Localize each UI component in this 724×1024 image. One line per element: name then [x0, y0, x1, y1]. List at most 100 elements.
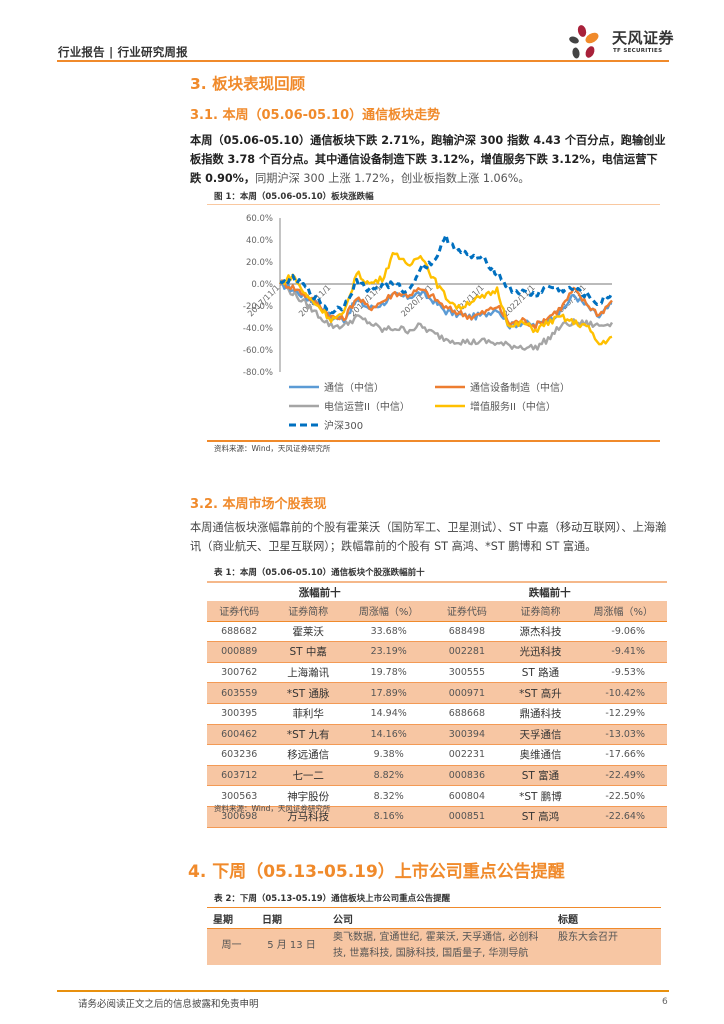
x-tick-label: 2022/11/1	[501, 283, 536, 318]
table-row: 300563 神宇股份 8.32% 600804 *ST 鹏博 -22.50%	[207, 785, 667, 807]
col-name: 证券简称	[501, 601, 580, 622]
table-2-title: 表 2：下周（05.13-05.19）通信板块上市公司重点公告提醒	[214, 894, 451, 904]
legend-label: 电信运营II（中信）	[324, 400, 410, 413]
loser-name-cell: 鼎通科技	[501, 703, 580, 725]
gainer-change-cell: 9.38%	[344, 744, 433, 766]
footer-divider	[57, 990, 669, 992]
gainer-name-cell: *ST 九有	[271, 724, 345, 746]
col-name: 证券简称	[271, 601, 345, 622]
col-weekday: 星期	[207, 907, 256, 929]
gainer-change-cell: 17.89%	[344, 682, 433, 704]
legend-label: 通信设备制造（中信）	[470, 381, 570, 394]
y-tick-label: 40.0%	[246, 236, 273, 246]
table-row: 周一 5 月 13 日 奥飞数据, 宜通世纪, 霍莱沃, 天孚通信, 必创科技,…	[207, 928, 661, 965]
section-3-1-paragraph: 本周（05.06-05.10）通信板块下跌 2.71%，跑输沪深 300 指数 …	[190, 131, 668, 188]
loser-change-cell: -17.66%	[579, 744, 667, 766]
loser-name-cell: *ST 高升	[501, 682, 580, 704]
legend-label: 增值服务II（中信）	[470, 400, 556, 413]
table-1-source: 资料来源：Wind，天风证券研究所	[214, 804, 331, 813]
gainer-code-cell: 300395	[207, 703, 272, 725]
loser-change-cell: -10.42%	[579, 682, 667, 704]
col-title: 标题	[552, 907, 661, 929]
loser-change-cell: -9.41%	[579, 641, 667, 663]
announcement-table: 星期 日期 公司 标题 周一 5 月 13 日 奥飞数据, 宜通世纪, 霍莱沃,…	[207, 907, 661, 965]
y-tick-label: -40.0%	[243, 324, 273, 334]
loser-code-cell: 600804	[432, 785, 502, 807]
sector-performance-line-chart: 60.0% 40.0% 20.0% 0.0% -20.0% -40.0% -60.0% -80…	[243, 214, 614, 432]
loser-name-cell: ST 富通	[501, 765, 580, 787]
gainer-change-cell: 19.78%	[344, 662, 433, 684]
loser-code-cell: 000851	[432, 806, 502, 828]
col-date: 日期	[256, 907, 327, 929]
table-row: 300395 菲利华 14.94% 688668 鼎通科技 -12.29%	[207, 703, 667, 725]
gainer-code-cell: 300698	[207, 806, 272, 828]
gainer-code-cell: 600462	[207, 724, 272, 746]
y-tick-label: -80.0%	[243, 368, 273, 378]
gainer-name-cell: 上海瀚讯	[271, 662, 345, 684]
gainer-change-cell: 14.16%	[344, 724, 433, 746]
gainer-code-cell: 000889	[207, 641, 272, 663]
legend-label: 沪深300	[324, 419, 363, 432]
loser-name-cell: ST 高鸿	[501, 806, 580, 828]
table-row: 300698 万马科技 8.16% 000851 ST 高鸿 -22.64%	[207, 806, 667, 828]
figure-source: 资料来源：Wind，天风证券研究所	[214, 444, 331, 453]
loser-change-cell: -22.64%	[579, 806, 667, 828]
loser-name-cell: ST 路通	[501, 662, 580, 684]
table-row: 603236 移远通信 9.38% 002231 奥维通信 -17.66%	[207, 744, 667, 766]
section-3-1-title: 3.1. 本周（05.06-05.10）通信板块走势	[190, 108, 441, 123]
section-3-2-paragraph: 本周通信板块涨幅靠前的个股有霍莱沃（国防军工、卫星测试）、ST 中嘉（移动互联网…	[190, 521, 667, 553]
loser-name-cell: *ST 鹏博	[501, 785, 580, 807]
weekday-cell: 周一	[207, 928, 256, 965]
gainer-change-cell: 14.94%	[344, 703, 433, 725]
y-tick-label: 60.0%	[246, 214, 273, 224]
col-change: 周涨幅（%）	[344, 601, 433, 622]
y-tick-label: 20.0%	[246, 258, 273, 268]
logo-text-cn: 天风证券	[612, 29, 675, 47]
gainer-code-cell: 603236	[207, 744, 272, 766]
gainer-code-cell: 603712	[207, 765, 272, 787]
loser-code-cell: 688498	[432, 621, 502, 643]
company-cell: 奥飞数据, 宜通世纪, 霍莱沃, 天孚通信, 必创科技, 世嘉科技, 国脉科技,…	[327, 928, 552, 965]
table-row: 300762 上海瀚讯 19.78% 300555 ST 路通 -9.53%	[207, 662, 667, 684]
gainers-group-header: 涨幅前十	[207, 581, 433, 601]
col-code: 证券代码	[207, 601, 272, 622]
top-movers-table: 涨幅前十 跌幅前十 证券代码 证券简称 周涨幅（%） 证券代码 证券简称 周涨幅…	[207, 581, 667, 828]
loser-code-cell: 300394	[432, 724, 502, 746]
logo-text-en: TF SECURITIES	[613, 48, 663, 54]
loser-code-cell: 688668	[432, 703, 502, 725]
loser-name-cell: 奥维通信	[501, 744, 580, 766]
loser-change-cell: -22.49%	[579, 765, 667, 787]
title-cell: 股东大会召开	[552, 928, 661, 965]
col-code: 证券代码	[432, 601, 502, 622]
loser-code-cell: 000971	[432, 682, 502, 704]
gainer-code-cell: 300762	[207, 662, 272, 684]
loser-change-cell: -22.50%	[579, 785, 667, 807]
losers-group-header: 跌幅前十	[432, 581, 667, 601]
table-row: 603559 *ST 通脉 17.89% 000971 *ST 高升 -10.42%	[207, 682, 667, 704]
gainer-code-cell: 688682	[207, 621, 272, 643]
gainer-name-cell: 移远通信	[271, 744, 345, 766]
gainer-change-cell: 33.68%	[344, 621, 433, 643]
series-line	[279, 233, 614, 315]
gainer-code-cell: 300563	[207, 785, 272, 807]
gainer-code-cell: 603559	[207, 682, 272, 704]
loser-change-cell: -12.29%	[579, 703, 667, 725]
gainer-name-cell: ST 中嘉	[271, 641, 345, 663]
loser-change-cell: -13.03%	[579, 724, 667, 746]
figure-bottom-divider	[207, 440, 660, 442]
loser-name-cell: 天孚通信	[501, 724, 580, 746]
paragraph-light-text: 同期沪深 300 上涨 1.72%，创业板指数上涨 1.06%。	[255, 172, 530, 185]
loser-code-cell: 002231	[432, 744, 502, 766]
gainer-name-cell: 霍莱沃	[271, 621, 345, 643]
loser-code-cell: 000836	[432, 765, 502, 787]
col-company: 公司	[327, 907, 552, 929]
gainer-change-cell: 8.32%	[344, 785, 433, 807]
footer-disclaimer: 请务必阅读正文之后的信息披露和免责申明	[78, 999, 259, 1010]
series-line	[279, 251, 613, 346]
figure-top-divider	[207, 204, 660, 205]
table-row: 000889 ST 中嘉 23.19% 002281 光迅科技 -9.41%	[207, 641, 667, 663]
gainer-change-cell: 23.19%	[344, 641, 433, 663]
loser-change-cell: -9.06%	[579, 621, 667, 643]
paragraph-bold-text: 本周（05.06-05.10）通信板块下跌 2.71%，跑输沪深 300 指数 …	[190, 134, 666, 185]
gainer-name-cell: 菲利华	[271, 703, 345, 725]
